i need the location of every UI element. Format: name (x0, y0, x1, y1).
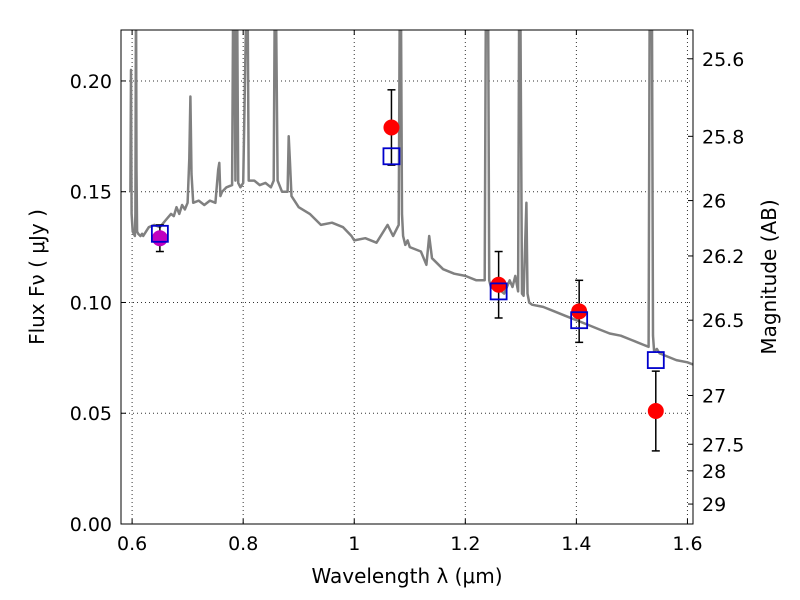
y2-tick-label: 28 (702, 461, 726, 483)
observed-point (383, 119, 400, 136)
model-points-layer (150, 147, 665, 369)
x-tick-label: 0.8 (228, 533, 258, 555)
x-tick-label: 1 (348, 533, 360, 555)
y2-axis-label: Magnitude (AB) (757, 199, 781, 354)
x-tick-label: 1.2 (450, 533, 480, 555)
model-point (382, 147, 401, 166)
observed-point (151, 230, 168, 247)
y2-tick-label: 26 (702, 191, 726, 213)
model-point (150, 224, 169, 243)
y-tick-label: 0.15 (70, 182, 112, 204)
y2-tick-label: 25.8 (702, 126, 744, 148)
axis-ticks (121, 30, 693, 525)
x-tick-label: 1.4 (561, 533, 591, 555)
model-point (570, 311, 589, 330)
y-tick-label: 0.20 (70, 71, 112, 93)
observed-point (490, 276, 507, 293)
y2-tick-label: 25.6 (702, 49, 744, 71)
x-tick-label: 1.6 (672, 533, 702, 555)
y-axis-label: Flux Fν ( μJy ) (25, 209, 49, 345)
y-tick-label: 0.00 (70, 514, 112, 536)
observed-point (647, 403, 664, 420)
y2-tick-label: 27.5 (702, 434, 744, 456)
model-spectrum-line (129, 30, 693, 366)
y2-tick-label: 26.5 (702, 310, 744, 332)
y2-tick-label: 29 (702, 494, 726, 516)
model-point (646, 351, 665, 369)
x-tick-label: 0.6 (117, 533, 147, 555)
y-tick-label: 0.05 (70, 403, 112, 425)
plot-frame (120, 29, 694, 525)
y2-tick-label: 27 (702, 386, 726, 408)
x-tick-labels: 0.6 0.8 1 1.2 1.4 1.6 (117, 533, 703, 555)
x-axis-label: Wavelength λ (μm) (311, 564, 502, 588)
plot-area (129, 30, 693, 452)
y2-tick-label: 26.2 (702, 246, 744, 268)
y-tick-labels: 0.00 0.05 0.10 0.15 0.20 (70, 71, 112, 536)
y-tick-label: 0.10 (70, 292, 112, 314)
model-point (489, 282, 508, 301)
y2-tick-labels: 25.6 25.8 26 26.2 26.5 27 27.5 28 29 (702, 49, 744, 516)
model-spectrum-layer (129, 30, 693, 366)
